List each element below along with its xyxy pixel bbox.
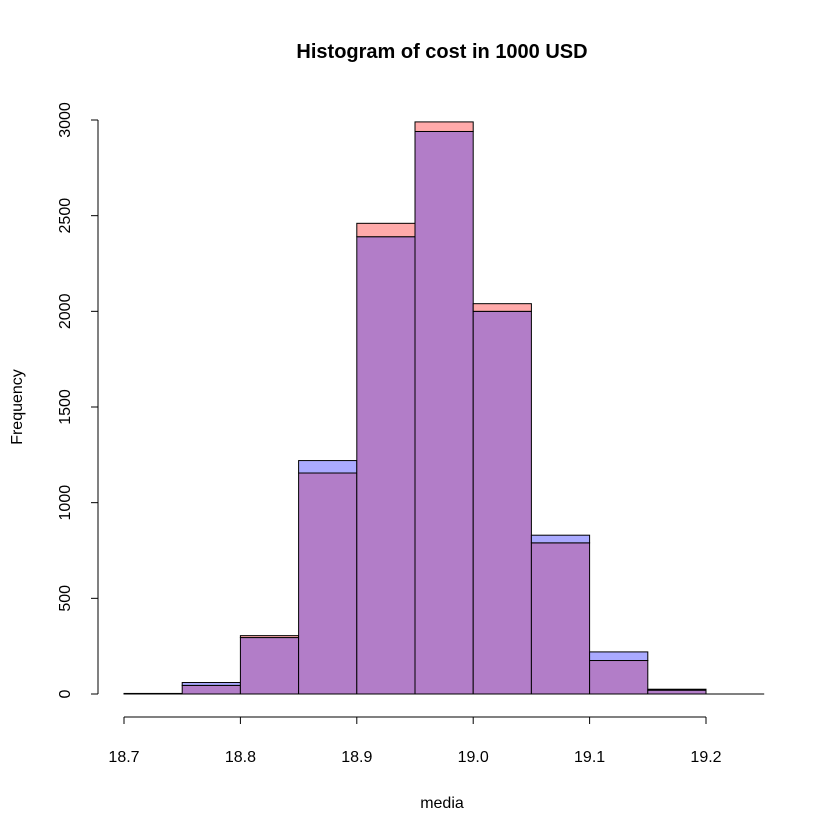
histogram-bar-excess (239, 635, 300, 639)
x-tick-label: 18.7 (108, 749, 139, 766)
histogram-bar-overlap (589, 660, 649, 695)
histogram-bar-excess (647, 688, 707, 691)
x-axis: 18.7 18.8 18.9 19.0 19.1 19.2 (108, 716, 722, 766)
histogram-bar-overlap (530, 542, 591, 695)
chart-title: Histogram of cost in 1000 USD (296, 41, 587, 63)
histogram-bar-excess (589, 651, 649, 662)
histogram-bar-overlap (298, 472, 358, 695)
histogram-bar-excess (530, 534, 591, 544)
x-tick-label: 18.9 (341, 749, 372, 766)
x-axis-label: media (420, 795, 464, 812)
x-tick-label: 19.2 (690, 749, 721, 766)
bars-group (123, 121, 707, 695)
histogram-bar-overlap (472, 310, 532, 695)
y-tick-label: 3000 (57, 102, 74, 138)
y-axis-label: Frequency (9, 369, 26, 445)
histogram-bar-overlap (356, 236, 416, 695)
x-tick-label: 19.0 (458, 749, 489, 766)
y-tick-label: 1500 (57, 389, 74, 425)
histogram-bar-excess (181, 682, 241, 686)
histogram-bar-excess (472, 303, 532, 312)
histogram-bar-overlap (414, 130, 474, 695)
y-tick-label: 2000 (57, 293, 74, 329)
histogram-bar-excess (356, 222, 416, 238)
histogram-bar-overlap (239, 637, 300, 695)
x-tick-label: 18.8 (225, 749, 256, 766)
histogram-bar-overlap (181, 684, 241, 695)
histogram-bar-overlap (647, 689, 707, 695)
y-tick-label: 1000 (57, 485, 74, 521)
y-tick-label: 2500 (57, 198, 74, 234)
x-tick-label: 19.1 (574, 749, 605, 766)
y-tick-label: 500 (57, 585, 74, 612)
histogram-bar-excess (414, 121, 474, 132)
y-tick-label: 0 (57, 689, 74, 698)
histogram-bar-excess (298, 460, 358, 474)
y-axis: 0 500 1000 1500 2000 2500 3000 (57, 102, 99, 698)
